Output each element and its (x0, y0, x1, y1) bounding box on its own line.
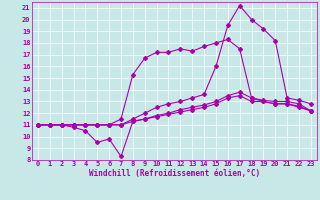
X-axis label: Windchill (Refroidissement éolien,°C): Windchill (Refroidissement éolien,°C) (89, 169, 260, 178)
